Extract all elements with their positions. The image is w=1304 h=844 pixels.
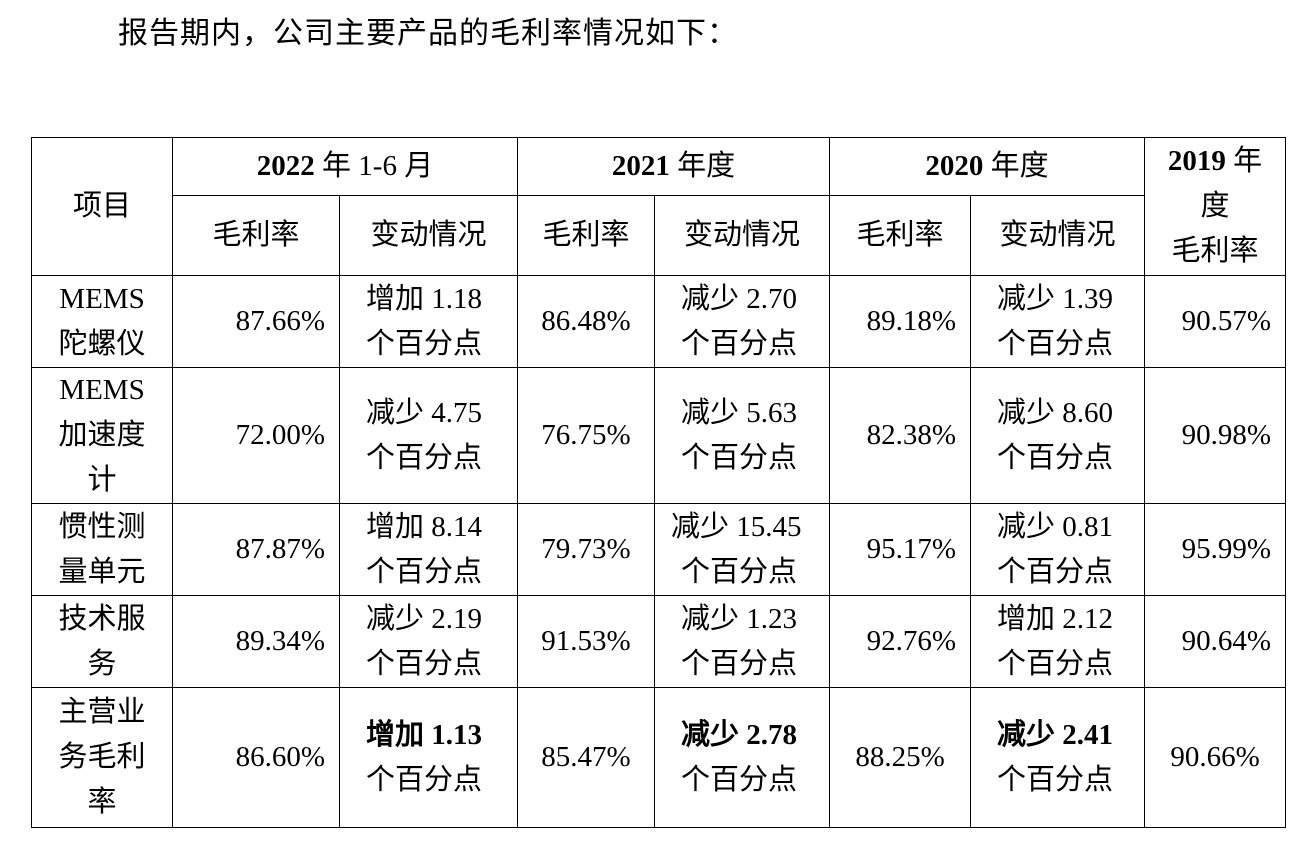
change-2020: 减少 8.60 个百分点 xyxy=(970,367,1146,504)
gross-margin-2021: 76.75% xyxy=(517,367,656,504)
gross-margin-2020: 89.18% xyxy=(829,275,972,368)
change-2020: 减少 2.41 个百分点 xyxy=(970,687,1146,828)
period-header-2022: 2022 年 1-6 月 xyxy=(171,137,519,196)
table-row: 惯性测 量单元 87.87% 增加 8.14 个百分点 79.73% 减少 15.4… xyxy=(31,503,1287,596)
period-header-2019: 2019 年 度 毛利率 xyxy=(1144,137,1287,276)
table-row: 技术服务 89.34% 减少 2.19 个百分点 91.53% 减少 1.23 个百… xyxy=(31,595,1287,688)
row-label: MEMS 陀螺仪 xyxy=(31,275,173,368)
period-header-2021: 2021 年度 xyxy=(517,137,831,196)
change-2021: 减少 5.63 个百分点 xyxy=(654,367,831,504)
gross-margin-2022: 72.00% xyxy=(172,367,340,504)
gross-margin-2019: 95.99% xyxy=(1144,503,1287,596)
gross-margin-2019: 90.98% xyxy=(1144,367,1287,504)
change-2020: 增加 2.12 个百分点 xyxy=(970,595,1146,688)
subheader-change-2022: 变动情况 xyxy=(338,195,519,276)
period-header-2020: 2020 年度 xyxy=(829,137,1146,196)
gross-margin-2021: 91.53% xyxy=(517,595,656,688)
table-row: MEMS 陀螺仪 87.66% 增加 1.18 个百分点 86.48% 减少 2.7… xyxy=(31,275,1287,368)
item-header: 项目 xyxy=(31,137,173,276)
gross-margin-table: 项目 2022 年 1-6 月 2021 年度 2020 年度 2019 年 度… xyxy=(31,137,1287,828)
gross-margin-2019: 90.66% xyxy=(1144,687,1287,828)
gross-margin-2020: 95.17% xyxy=(829,503,972,596)
gross-margin-2020: 82.38% xyxy=(829,367,972,504)
change-2022: 增加 1.18 个百分点 xyxy=(338,275,519,368)
change-2020: 减少 0.81 个百分点 xyxy=(970,503,1146,596)
gross-margin-2022: 89.34% xyxy=(172,595,340,688)
subheader-gross-2022: 毛利率 xyxy=(172,195,340,276)
change-2022: 增加 1.13 个百分点 xyxy=(338,687,519,828)
change-2022: 减少 4.75 个百分点 xyxy=(338,367,519,504)
subheader-change-2021: 变动情况 xyxy=(654,195,831,276)
change-2022: 减少 2.19 个百分点 xyxy=(338,595,519,688)
intro-paragraph: 报告期内，公司主要产品的毛利率情况如下： xyxy=(118,17,738,50)
row-label: 技术服务 xyxy=(31,595,173,688)
change-2022: 增加 8.14 个百分点 xyxy=(338,503,519,596)
gross-margin-2021: 85.47% xyxy=(517,687,656,828)
gross-margin-2020: 92.76% xyxy=(829,595,972,688)
gross-margin-2021: 79.73% xyxy=(517,503,656,596)
gross-margin-2022: 87.87% xyxy=(172,503,340,596)
row-label: 主营业 务毛利率 xyxy=(31,687,173,828)
table-row: MEMS 加速度计 72.00% 减少 4.75 个百分点 76.75% 减少 5.… xyxy=(31,367,1287,504)
row-label: MEMS 加速度计 xyxy=(31,367,173,504)
change-2021: 减少 15.45 个百分点 xyxy=(654,503,831,596)
header-row-sub: 毛利率 变动情况 毛利率 变动情况 毛利率 变动情况 xyxy=(32,195,1286,276)
header-row-periods: 项目 2022 年 1-6 月 2021 年度 2020 年度 2019 年 度… xyxy=(31,137,1287,276)
change-2020: 减少 1.39 个百分点 xyxy=(970,275,1146,368)
subheader-gross-2020: 毛利率 xyxy=(829,195,972,276)
gross-margin-2021: 86.48% xyxy=(517,275,656,368)
gross-margin-2022: 86.60% xyxy=(172,687,340,828)
gross-margin-2019: 90.64% xyxy=(1144,595,1287,688)
change-2021: 减少 2.70 个百分点 xyxy=(654,275,831,368)
table-row-total: 主营业 务毛利率 86.60% 增加 1.13 个百分点 85.47% 减少 2.7… xyxy=(31,687,1287,828)
row-label: 惯性测 量单元 xyxy=(31,503,173,596)
gross-margin-2019: 90.57% xyxy=(1144,275,1287,368)
gross-margin-2022: 87.66% xyxy=(172,275,340,368)
subheader-change-2020: 变动情况 xyxy=(970,195,1146,276)
gross-margin-2020: 88.25% xyxy=(829,687,972,828)
subheader-gross-2021: 毛利率 xyxy=(517,195,656,276)
change-2021: 减少 2.78 个百分点 xyxy=(654,687,831,828)
change-2021: 减少 1.23 个百分点 xyxy=(654,595,831,688)
